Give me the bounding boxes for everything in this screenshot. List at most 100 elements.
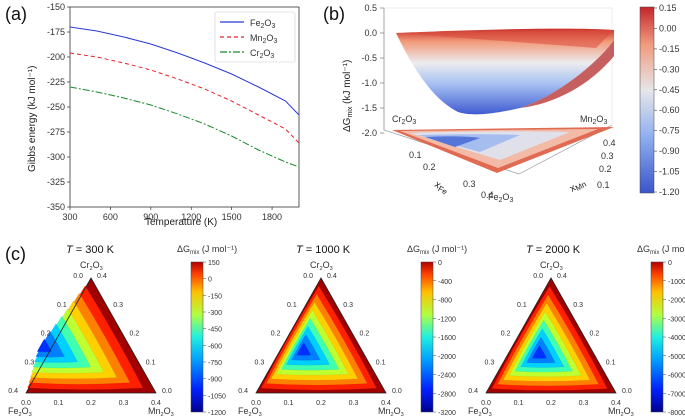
a-xtick-label: 900: [143, 212, 158, 222]
a-xtick-label: 300: [62, 212, 77, 222]
b-x-fe-ticks: 0.10.2 0.3 0.4: [409, 150, 494, 200]
a-ytick-label: -275: [47, 127, 65, 137]
c-left-tick: 0.1: [517, 302, 527, 309]
b-x-mn-label: xMn: [568, 177, 588, 195]
b-ztick-label: -2.0: [361, 128, 377, 138]
c-left-tick: 0.3: [25, 359, 35, 366]
c-cbar-tick-label: -450: [208, 327, 222, 334]
b-x-mn-ticks: 0.1 0.2 0.3 0.4: [597, 138, 616, 190]
c-corner-right: Mn2O3: [608, 406, 634, 418]
a-line-Cr2O3: [70, 86, 299, 168]
a-ytick-label: -200: [47, 52, 65, 62]
c-cbar-tick-label: -3000: [668, 316, 685, 323]
c-bottom-tick: 0.4: [611, 400, 621, 407]
c-cbar-tick-label: 0: [208, 277, 212, 284]
panel-b-label: (b): [323, 4, 345, 24]
c-right-tick: 0.3: [343, 302, 353, 309]
b-base-contour-l5: [425, 136, 480, 147]
c-cbar-tick-label: -7000: [668, 391, 685, 398]
c-contour-level: [531, 345, 547, 359]
b-ztick-label: 0.5: [364, 3, 377, 13]
b-surface-edge: [520, 40, 614, 108]
a-xtick-label: 1200: [181, 212, 201, 222]
c-colorbar: [190, 261, 204, 413]
b-ztick-label: -1.5: [361, 103, 377, 113]
c-cbar-tick-label: -2000: [668, 298, 685, 305]
c-left-tick: 0.2: [501, 331, 511, 338]
c-left-tick: 0.4: [468, 388, 478, 395]
c-cbar-tick-label: -800: [438, 298, 452, 305]
a-ytick-label: -300: [47, 152, 65, 162]
c-left-tick: 0.2: [41, 331, 51, 338]
b-mn-tick-label: 0.2: [599, 164, 612, 174]
a-xtick-label: 1500: [222, 212, 242, 222]
c-cbar-tick-label: -8000: [668, 410, 685, 417]
c-bottom-tick: 0.1: [54, 400, 64, 407]
c-title: T = 300 K: [66, 244, 115, 256]
b-fe-tick-label: 0.1: [409, 150, 422, 160]
c-right-tick: 0.2: [130, 331, 140, 338]
c-right-tick: 0.3: [573, 302, 583, 309]
b-cbar-tick-label: -0.90: [659, 146, 680, 156]
c-cbar-tick-label: 0: [668, 260, 672, 267]
b-surface-rim: [396, 30, 614, 48]
a-legend-items: Fe2O3 Mn2O3 Cr2O3: [220, 18, 277, 60]
panel-a-label: (a): [5, 4, 27, 24]
b-corner-cr2o3: Cr2O3: [392, 114, 416, 126]
c-triangle-frame: [255, 277, 387, 394]
b-cbar-tick-label: -0.45: [659, 85, 680, 95]
a-legend-box: [214, 11, 296, 63]
c-left-tick: 0.0: [303, 273, 313, 280]
c-right-tick: 0.1: [376, 359, 386, 366]
b-cbar-tick-label: -0.75: [659, 126, 680, 136]
b-ztick-label: 0.0: [364, 28, 377, 38]
c-left-tick: 0.0: [533, 273, 543, 280]
a-ytick-label: -250: [47, 102, 65, 112]
b-colorbar: [639, 6, 655, 194]
panel-c: (c) T = 300 K Cr2O3 Fe2O3 Mn2O3 0.0 0.1 0.2 0.3…: [5, 244, 685, 418]
c-left-tick: 0.3: [485, 359, 495, 366]
a-ytick-label: -325: [47, 177, 65, 187]
b-cbar-tick-label: -1.05: [659, 167, 680, 177]
b-mn-tick-label: 0.1: [597, 180, 610, 190]
c-right-tick: 0.2: [360, 331, 370, 338]
c-bottom-tick: 0.4: [381, 400, 391, 407]
a-ytick-label: -150: [47, 2, 65, 12]
b-surface: [396, 28, 614, 115]
c-corner-right: Mn2O3: [378, 406, 404, 418]
c-bottom-tick: 0.1: [284, 400, 294, 407]
b-mn-tick-label: 0.3: [601, 151, 614, 161]
b-ztick-label: -0.5: [361, 53, 377, 63]
b-cbar-tick-label: 0.15: [659, 3, 677, 13]
b-corner-fe2o3: Fe2O3: [488, 192, 513, 204]
c-cbar-tick-label: -1600: [438, 335, 456, 342]
c-cbar-tick-label: -2800: [438, 391, 456, 398]
c-bottom-tick: 0.0: [21, 400, 31, 407]
c-contour-level: [296, 342, 312, 356]
a-xtick-label: 1800: [262, 212, 282, 222]
a-legend-label-Mn2O3: Mn2O3: [250, 33, 277, 45]
c-cbar-tick-label: -1050: [208, 393, 226, 400]
c-bottom-tick: 0.0: [251, 400, 261, 407]
c-cbar-tick-label: -1200: [438, 316, 456, 323]
a-ytick-label: -350: [47, 202, 65, 212]
c-left-tick: 0.4: [238, 388, 248, 395]
c-right-tick: 0.0: [162, 388, 172, 395]
panel-a: (a) -150 -175 -200 -225 -250 -275 -300 -325 -350…: [5, 2, 300, 228]
b-colorbar-ticks: 0.15 0.00 -0.15 -0.30 -0.45 -0.60 -0.75 -0.90 -1…: [654, 3, 680, 197]
c-left-tick: 0.2: [271, 331, 281, 338]
c-colorbar: [420, 261, 434, 413]
c-right-tick: 0.4: [557, 273, 567, 280]
a-line-Fe2O3: [70, 26, 299, 116]
c-triangle-frame: [485, 277, 617, 394]
a-series-lines: [70, 26, 299, 168]
c-left-tick: 0.1: [287, 302, 297, 309]
b-corner-mn2o3: Mn2O3: [580, 114, 607, 126]
c-corner-left: Fe2O3: [468, 406, 492, 418]
c-cbar-tick-label: -600: [208, 343, 222, 350]
b-fe-tick-label: 0.3: [463, 179, 476, 189]
a-y-ticks: -150 -175 -200 -225 -250 -275 -300 -325 -350: [47, 2, 70, 212]
b-mn-tick-label: 0.4: [603, 138, 616, 148]
a-xtick-label: 600: [103, 212, 118, 222]
